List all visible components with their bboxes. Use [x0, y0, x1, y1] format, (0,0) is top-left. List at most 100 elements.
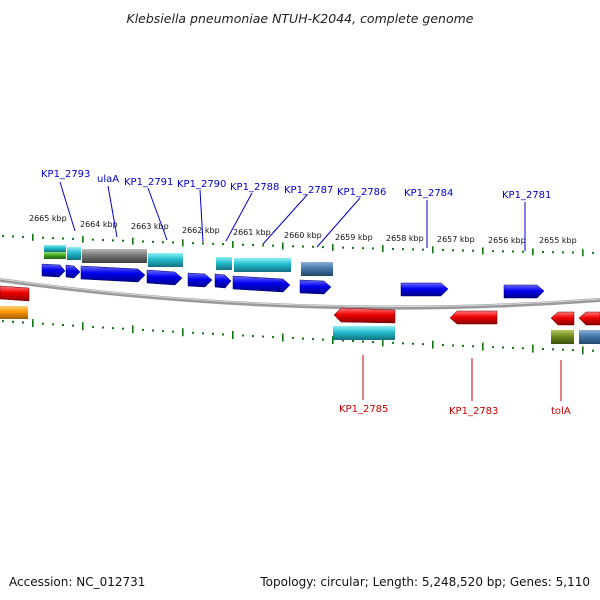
- minor-tick: [592, 349, 594, 352]
- minor-tick: [512, 250, 514, 253]
- forward-gene-arrow[interactable]: [299, 279, 332, 295]
- reverse-gene-arrow[interactable]: [0, 285, 30, 302]
- minor-tick: [2, 320, 4, 323]
- rna-feature[interactable]: [44, 245, 66, 252]
- gene-label-kp1-2783[interactable]: KP1_2783: [449, 406, 498, 417]
- genome-backbone: [0, 278, 600, 310]
- rna-feature[interactable]: [148, 253, 183, 267]
- minor-tick: [222, 333, 224, 336]
- coordinate-label: 2665 kbp: [29, 214, 67, 223]
- gene-label-kp1-2781[interactable]: KP1_2781: [502, 190, 551, 201]
- orange-feature[interactable]: [0, 306, 28, 319]
- minor-tick: [192, 331, 194, 334]
- minor-tick: [62, 324, 64, 327]
- rna-feature[interactable]: [333, 326, 395, 340]
- minor-tick: [442, 344, 444, 347]
- inner-tick-ring: [2, 319, 594, 355]
- rna-feature[interactable]: [216, 257, 232, 270]
- gene-label-kp1-2786[interactable]: KP1_2786: [337, 187, 386, 198]
- minor-tick: [122, 239, 124, 242]
- forward-gene-arrow[interactable]: [65, 264, 81, 279]
- minor-tick: [262, 335, 264, 338]
- minor-tick: [152, 240, 154, 243]
- pseudogene-feature[interactable]: [82, 249, 147, 263]
- reverse-gene-arrow[interactable]: [333, 307, 396, 324]
- gene-label-kp1-2784[interactable]: KP1_2784: [404, 188, 453, 199]
- forward-gene-arrow[interactable]: [187, 272, 213, 288]
- major-tick: [332, 336, 334, 345]
- forward-feature-lane: [44, 245, 333, 276]
- forward-gene-arrow[interactable]: [232, 275, 291, 293]
- steel-feature[interactable]: [301, 262, 333, 276]
- forward-gene-arrow[interactable]: [41, 263, 66, 278]
- minor-tick: [72, 237, 74, 240]
- minor-tick: [572, 349, 574, 352]
- forward-gene-arrow[interactable]: [146, 269, 183, 286]
- gene-label-kp1-2787[interactable]: KP1_2787: [284, 185, 333, 196]
- gene-label-ulaa[interactable]: ulaA: [97, 174, 119, 185]
- minor-tick: [12, 235, 14, 238]
- minor-tick: [272, 336, 274, 339]
- genome-backbone-highlight: [0, 278, 600, 308]
- minor-tick: [22, 321, 24, 324]
- minor-tick: [122, 327, 124, 330]
- gene-label-kp1-2790[interactable]: KP1_2790: [177, 179, 226, 190]
- forward-gene-arrow[interactable]: [400, 282, 449, 297]
- minor-tick: [362, 340, 364, 343]
- major-tick: [532, 344, 534, 353]
- coordinate-label: 2663 kbp: [131, 222, 169, 231]
- minor-tick: [412, 248, 414, 251]
- forward-gene-arrow[interactable]: [503, 284, 545, 299]
- reverse-gene-arrow[interactable]: [449, 310, 498, 325]
- gene-label-kp1-2793[interactable]: KP1_2793: [41, 169, 90, 180]
- minor-tick: [212, 242, 214, 245]
- genome-title: Klebsiella pneumoniae NTUH-K2044, comple…: [127, 11, 474, 26]
- reverse-gene-arrow[interactable]: [550, 311, 575, 326]
- minor-tick: [352, 246, 354, 249]
- gene-label-kp1-2791[interactable]: KP1_2791: [124, 177, 173, 188]
- minor-tick: [242, 334, 244, 337]
- rna-feature[interactable]: [234, 258, 291, 272]
- coordinate-label: 2656 kbp: [488, 236, 526, 245]
- major-tick: [482, 247, 484, 255]
- minor-tick: [412, 342, 414, 345]
- major-tick: [382, 338, 384, 347]
- gene-label-kp1-2788[interactable]: KP1_2788: [230, 182, 279, 193]
- minor-tick: [252, 335, 254, 338]
- minor-tick: [352, 340, 354, 343]
- minor-tick: [502, 346, 504, 349]
- minor-tick: [522, 347, 524, 350]
- minor-tick: [162, 241, 164, 244]
- rna-feature[interactable]: [67, 247, 81, 260]
- coordinate-label: 2658 kbp: [386, 234, 424, 243]
- olive-feature[interactable]: [551, 330, 574, 344]
- minor-tick: [42, 322, 44, 325]
- minor-tick: [192, 242, 194, 245]
- minor-tick: [322, 246, 324, 249]
- minor-tick: [552, 251, 554, 254]
- minor-tick: [52, 237, 54, 240]
- minor-tick: [422, 248, 424, 251]
- coordinate-label: 2664 kbp: [80, 220, 118, 229]
- minor-tick: [142, 240, 144, 243]
- reverse-gene-arrow[interactable]: [578, 311, 600, 326]
- gene-label-kp1-2785[interactable]: KP1_2785: [339, 404, 388, 415]
- minor-tick: [562, 348, 564, 351]
- minor-tick: [292, 245, 294, 248]
- minor-tick: [452, 249, 454, 252]
- minor-tick: [102, 326, 104, 329]
- steel-feature[interactable]: [579, 330, 600, 344]
- major-tick: [232, 330, 234, 339]
- misc-feature[interactable]: [44, 252, 66, 259]
- genome-summary-text: Topology: circular; Length: 5,248,520 bp…: [259, 575, 590, 589]
- forward-gene-arrow[interactable]: [80, 265, 146, 283]
- major-tick: [182, 328, 184, 337]
- forward-gene-arrow[interactable]: [214, 273, 232, 289]
- major-tick: [432, 246, 434, 254]
- coordinate-label: 2659 kbp: [335, 233, 373, 242]
- minor-tick: [142, 328, 144, 331]
- gene-label-tola[interactable]: tolA: [551, 406, 571, 417]
- major-tick: [132, 325, 134, 334]
- major-tick: [82, 235, 84, 243]
- coordinate-label: 2661 kbp: [233, 228, 271, 237]
